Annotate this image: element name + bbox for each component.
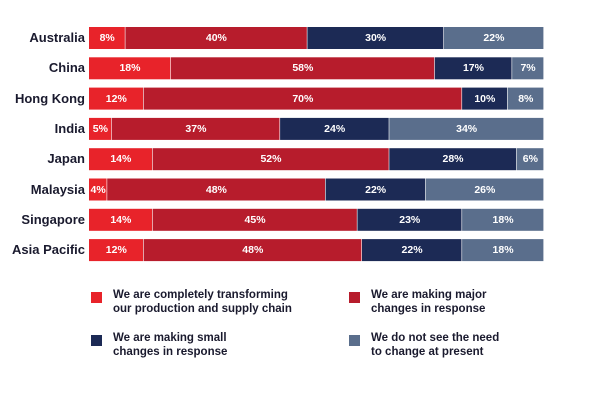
bar-segment bbox=[143, 239, 362, 262]
legend-item: We are completely transforming our produ… bbox=[91, 288, 292, 316]
bar-segment bbox=[462, 208, 544, 231]
data-label: 12% bbox=[105, 92, 127, 105]
bar-segment bbox=[89, 148, 153, 171]
data-label: 30% bbox=[365, 32, 387, 44]
data-label: 12% bbox=[105, 244, 127, 257]
data-label: 52% bbox=[260, 153, 282, 166]
legend-swatch bbox=[349, 335, 360, 346]
bar-segment bbox=[307, 27, 444, 49]
bar-segment bbox=[325, 178, 426, 201]
data-label: 8% bbox=[518, 92, 534, 105]
bar-segment bbox=[107, 178, 325, 201]
data-label: 17% bbox=[462, 62, 484, 75]
category-label: India bbox=[54, 120, 85, 136]
bar-segment bbox=[462, 239, 544, 262]
data-label: 48% bbox=[242, 244, 264, 257]
bar-segment bbox=[512, 57, 544, 80]
bar-segment bbox=[357, 208, 462, 231]
category-label: Australia bbox=[29, 30, 85, 45]
bar-segment bbox=[89, 117, 112, 140]
bar-segment bbox=[362, 239, 462, 262]
bar-segment bbox=[89, 208, 153, 231]
data-label: 18% bbox=[492, 244, 514, 257]
category-label: Singapore bbox=[21, 211, 85, 227]
data-label: 34% bbox=[456, 122, 478, 135]
bar-segment bbox=[507, 87, 544, 110]
data-label: 8% bbox=[99, 32, 115, 44]
bar-segment bbox=[89, 87, 143, 110]
bar-segment bbox=[170, 57, 435, 80]
data-label: 48% bbox=[205, 183, 227, 196]
data-label: 28% bbox=[442, 153, 464, 166]
bar-segment bbox=[89, 27, 125, 49]
bar-segment bbox=[143, 87, 462, 110]
bar-segment bbox=[280, 117, 389, 140]
data-label: 22% bbox=[401, 244, 423, 257]
data-label: 45% bbox=[244, 213, 266, 226]
bar-segment bbox=[89, 239, 143, 262]
category-label: Malaysia bbox=[30, 181, 85, 197]
bar-segment bbox=[462, 87, 507, 110]
bar-segment bbox=[389, 117, 544, 140]
bar-segment bbox=[152, 148, 389, 171]
data-label: 18% bbox=[119, 62, 141, 75]
legend-item: We are making small changes in response bbox=[91, 331, 227, 359]
data-label: 58% bbox=[292, 62, 314, 75]
data-label: 6% bbox=[522, 153, 538, 166]
legend-label: We are completely transforming our produ… bbox=[113, 289, 292, 315]
legend-label: We are making small changes in response bbox=[113, 332, 228, 358]
data-label: 5% bbox=[92, 122, 108, 135]
data-label: 24% bbox=[324, 122, 346, 135]
data-label: 22% bbox=[365, 183, 387, 196]
legend-swatch bbox=[91, 292, 102, 303]
bar-segment bbox=[434, 57, 512, 80]
data-label: 23% bbox=[399, 213, 421, 226]
bar-segment bbox=[89, 178, 107, 201]
bar-segment bbox=[89, 57, 171, 80]
legend-swatch bbox=[349, 292, 360, 303]
data-label: 14% bbox=[110, 153, 132, 166]
data-label: 26% bbox=[474, 183, 496, 196]
legend-item: We are making major changes in response bbox=[349, 288, 486, 316]
category-label: Japan bbox=[47, 151, 85, 167]
bar-segment bbox=[443, 27, 544, 49]
bar-segment bbox=[111, 117, 280, 140]
category-label: Hong Kong bbox=[14, 90, 85, 106]
bar-segment bbox=[425, 178, 544, 201]
legend-swatch bbox=[91, 335, 102, 346]
data-label: 10% bbox=[474, 92, 496, 105]
data-label: 14% bbox=[110, 213, 132, 226]
data-label: 70% bbox=[292, 92, 314, 105]
data-label: 4% bbox=[90, 183, 106, 196]
bar-segment bbox=[516, 148, 544, 171]
legend-item: We do not see the need to change at pres… bbox=[349, 331, 499, 359]
legend-label: We do not see the need to change at pres… bbox=[371, 332, 500, 358]
bar-segment bbox=[152, 208, 357, 231]
data-label: 37% bbox=[185, 122, 207, 135]
data-label: 40% bbox=[205, 32, 227, 44]
category-label: Asia Pacific bbox=[12, 242, 85, 258]
data-label: 18% bbox=[492, 213, 514, 226]
category-label: China bbox=[48, 60, 85, 76]
data-label: 7% bbox=[520, 62, 536, 75]
legend-label: We are making major changes in response bbox=[371, 289, 487, 315]
bar-segment bbox=[389, 148, 517, 171]
bar-segment bbox=[125, 27, 307, 49]
data-label: 22% bbox=[483, 32, 505, 44]
